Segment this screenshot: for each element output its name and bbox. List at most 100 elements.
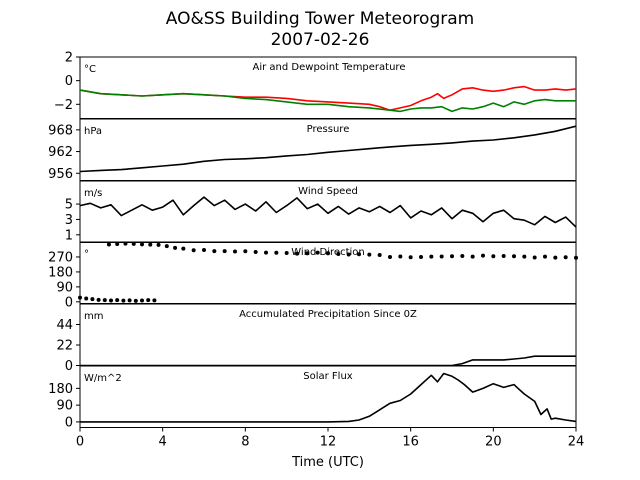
data-point [336, 251, 341, 256]
x-tick-label: 0 [76, 435, 84, 450]
data-point [90, 297, 95, 302]
series-line-1 [80, 355, 576, 367]
data-point [164, 244, 169, 249]
data-point [102, 298, 107, 303]
data-point [574, 255, 578, 260]
data-point [233, 249, 237, 254]
series-line-1 [79, 196, 577, 228]
data-point [357, 252, 361, 257]
data-point [429, 254, 434, 259]
x-tick-label: 4 [159, 435, 167, 450]
data-point [173, 245, 178, 250]
data-point [152, 298, 157, 303]
data-point [408, 255, 413, 260]
data-point [470, 254, 475, 259]
data-point [563, 255, 568, 260]
y-tick-label: 270 [48, 250, 73, 265]
y-tick-label: 5 [65, 198, 73, 213]
data-point [501, 253, 506, 258]
data-point [543, 254, 547, 259]
y-tick-label: 180 [48, 382, 73, 397]
data-point [388, 254, 392, 259]
data-point [212, 249, 217, 254]
y-tick-label: 968 [48, 123, 73, 138]
y-tick-label: −2 [54, 98, 73, 113]
y-tick-label: 3 [65, 213, 73, 228]
x-tick-label: 8 [241, 435, 249, 450]
y-tick-label: 180 [48, 265, 73, 280]
unit-label: m/s [84, 188, 102, 199]
data-point [439, 254, 444, 259]
data-point [367, 252, 372, 257]
data-point [315, 250, 320, 255]
panel-2: Pressure hPa 968 962 956 [48, 118, 577, 182]
data-point [106, 242, 111, 247]
data-point [115, 241, 120, 246]
data-point [148, 242, 153, 247]
panels: Air and Dewpoint Temperature°C20−2Pressu… [48, 51, 584, 450]
panel-title: Pressure [307, 124, 350, 135]
data-point [377, 252, 382, 257]
y-tick-label: 1 [65, 228, 73, 243]
panel-title: Solar Flux [303, 371, 353, 382]
data-point [284, 250, 289, 255]
data-point [191, 248, 196, 253]
y-tick-label: 0 [65, 359, 73, 374]
x-tick-label: 24 [568, 435, 585, 450]
unit-label: hPa [84, 126, 102, 137]
series-line-1 [80, 372, 577, 423]
y-tick-label: 2 [65, 51, 73, 66]
unit-label: ° [84, 249, 89, 260]
figure-subtitle: 2007-02-26 [271, 30, 370, 50]
data-point [181, 246, 186, 251]
data-point [78, 295, 82, 300]
data-point [295, 251, 299, 256]
data-point [140, 242, 144, 247]
panel-title: Air and Dewpoint Temperature [253, 62, 406, 73]
x-tick-label: 16 [402, 435, 419, 450]
series-line-2 [79, 89, 576, 113]
y-tick-label: 962 [48, 145, 73, 160]
y-tick-label: 0 [65, 415, 73, 430]
data-point [133, 298, 138, 303]
data-point [522, 254, 527, 259]
y-tick-label: 0 [65, 295, 73, 310]
data-point [202, 247, 206, 252]
data-point [450, 254, 454, 259]
x-tick-label: 12 [320, 435, 337, 450]
figure-title: AO&SS Building Tower Meteorogram [166, 9, 474, 29]
data-point [123, 241, 128, 246]
unit-label: °C [84, 64, 96, 75]
data-point [96, 297, 101, 302]
data-point [84, 296, 89, 301]
data-point [121, 298, 126, 303]
data-point [274, 250, 279, 255]
panel-title: Accumulated Precipitation Since 0Z [239, 309, 417, 320]
data-point [326, 251, 330, 256]
data-point [146, 298, 151, 303]
data-point [243, 249, 248, 254]
data-point [140, 298, 144, 303]
data-point [109, 298, 113, 303]
panel-title: Wind Speed [298, 186, 358, 197]
data-point [460, 253, 465, 258]
y-tick-label: 956 [48, 167, 73, 182]
unit-label: mm [84, 311, 103, 322]
x-tick-label: 20 [485, 435, 502, 450]
data-point [553, 255, 558, 260]
series-line-1 [79, 125, 577, 173]
y-tick-label: 0 [65, 74, 73, 89]
data-point [115, 298, 120, 303]
data-point [512, 254, 516, 259]
unit-label: W/m^2 [84, 373, 122, 384]
data-point [156, 242, 161, 247]
x-axis-label: Time (UTC) [291, 455, 364, 470]
data-point [131, 241, 136, 246]
data-point [419, 254, 423, 259]
data-point [222, 249, 227, 254]
y-tick-label: 90 [56, 399, 73, 414]
data-point [127, 298, 132, 303]
data-point [346, 252, 351, 257]
